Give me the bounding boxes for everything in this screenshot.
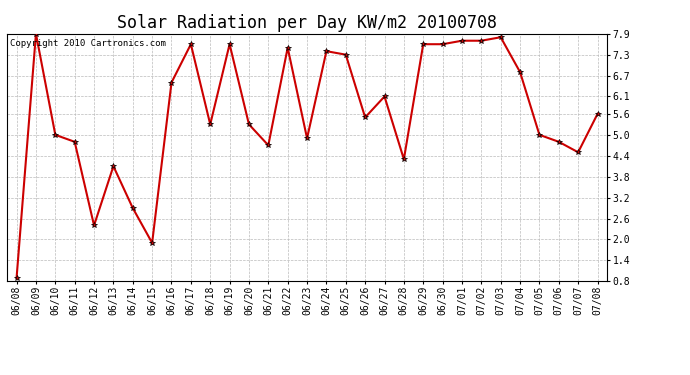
Text: Copyright 2010 Cartronics.com: Copyright 2010 Cartronics.com: [10, 39, 166, 48]
Title: Solar Radiation per Day KW/m2 20100708: Solar Radiation per Day KW/m2 20100708: [117, 14, 497, 32]
